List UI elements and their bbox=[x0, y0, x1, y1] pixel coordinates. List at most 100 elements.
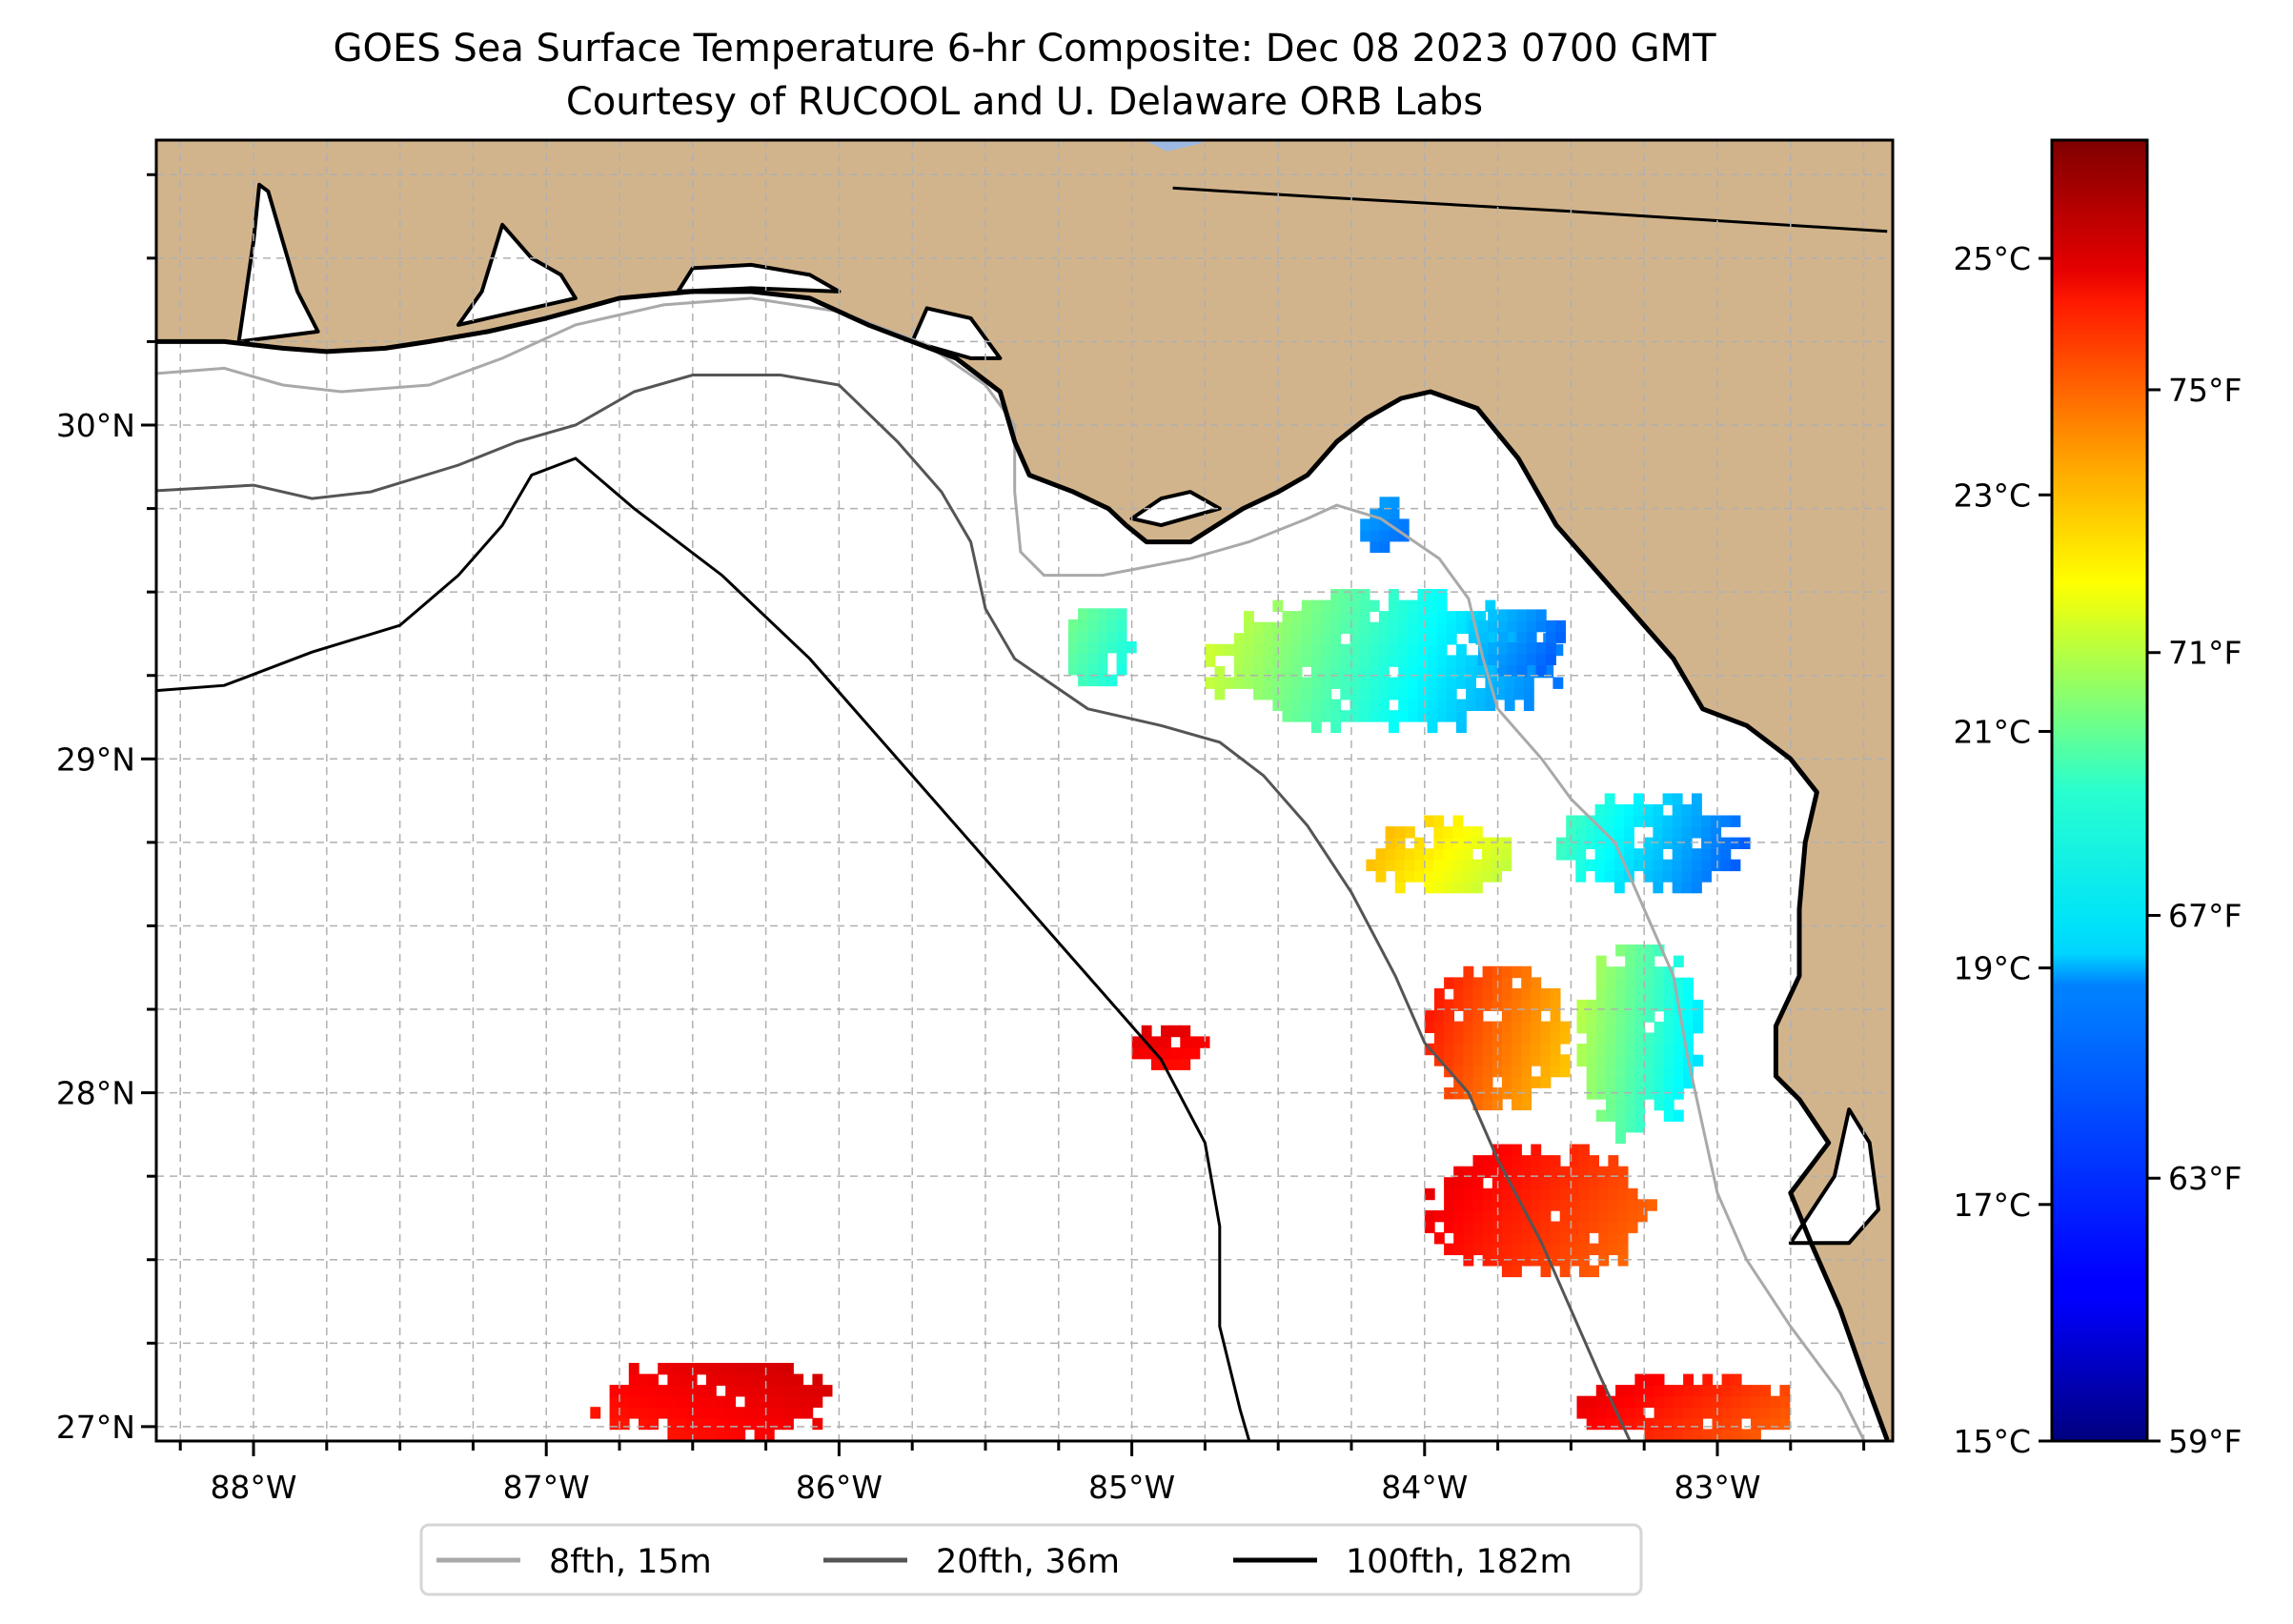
sst-pixel bbox=[1330, 611, 1342, 623]
sst-pixel bbox=[1244, 643, 1254, 657]
sst-pixel bbox=[1634, 1054, 1646, 1067]
sst-pixel bbox=[1692, 870, 1702, 883]
sst-pixel bbox=[1559, 1065, 1571, 1078]
sst-pixel bbox=[1625, 1407, 1636, 1419]
sst-pixel bbox=[1340, 677, 1351, 689]
sst-pixel bbox=[1627, 1199, 1638, 1211]
sst-pixel bbox=[1644, 1395, 1655, 1409]
sst-pixel bbox=[1512, 1032, 1522, 1045]
tampa-bay bbox=[1788, 1107, 1880, 1246]
sst-pixel bbox=[1310, 688, 1322, 700]
sst-pixel bbox=[1615, 1098, 1626, 1111]
sst-pixel bbox=[1576, 1054, 1588, 1067]
sst-pixel bbox=[1330, 633, 1342, 645]
sst-pixel bbox=[1501, 965, 1512, 979]
sst-pixel bbox=[1310, 633, 1322, 645]
contour-legend: 8fth, 15m 20fth, 36m 100fth, 182m bbox=[419, 1523, 1643, 1596]
sst-pixel bbox=[1472, 1032, 1484, 1045]
sst-pixel bbox=[1569, 1177, 1580, 1189]
sst-pixel bbox=[1625, 1395, 1636, 1409]
sst-pixel bbox=[1378, 633, 1390, 645]
sst-pixel bbox=[1463, 1021, 1474, 1033]
sst-pixel bbox=[1497, 619, 1509, 633]
isobath-20fth-line bbox=[156, 374, 1632, 1441]
sst-pixel bbox=[1579, 1199, 1590, 1211]
sst-pixel bbox=[1436, 677, 1448, 689]
sst-pixel bbox=[1436, 633, 1448, 645]
sst-pixel bbox=[1263, 688, 1274, 700]
sst-pixel bbox=[667, 1385, 679, 1397]
sst-pixel bbox=[1471, 881, 1483, 894]
sst-pixel bbox=[1625, 1054, 1636, 1067]
sst-pixel bbox=[725, 1407, 737, 1419]
sst-pixel bbox=[667, 1363, 679, 1375]
sst-pixel bbox=[1067, 641, 1079, 654]
sst-pixel bbox=[1606, 1098, 1616, 1111]
sst-pixel bbox=[1531, 1010, 1542, 1023]
sst-pixel bbox=[1349, 633, 1361, 645]
sst-pixel bbox=[1683, 1066, 1694, 1078]
sst-pixel bbox=[686, 1385, 698, 1397]
sst-pixel bbox=[1540, 1021, 1552, 1033]
sst-pixel bbox=[1594, 848, 1606, 861]
sst-pixel bbox=[648, 1395, 659, 1409]
sst-pixel bbox=[1586, 1044, 1597, 1056]
sst-pixel bbox=[1161, 1025, 1171, 1038]
sst-pixel bbox=[1463, 999, 1474, 1011]
sst-pixel bbox=[1424, 870, 1435, 883]
sst-pixel bbox=[1444, 1032, 1454, 1045]
sst-pixel bbox=[1398, 643, 1410, 657]
sst-pixel bbox=[793, 1373, 804, 1386]
colorbar-gradient bbox=[2050, 138, 2149, 1443]
sst-pixel bbox=[1521, 1087, 1532, 1100]
sst-pixel bbox=[1436, 643, 1448, 657]
sst-pixel bbox=[1516, 664, 1528, 677]
sst-pixel bbox=[1589, 1166, 1599, 1179]
sst-pixel bbox=[1654, 999, 1665, 1012]
sst-pixel bbox=[1556, 848, 1567, 861]
sst-pixel bbox=[1452, 870, 1464, 883]
sst-pixel bbox=[1654, 966, 1665, 979]
sst-pixel bbox=[1453, 1065, 1465, 1078]
sst-pixel bbox=[1116, 630, 1127, 642]
sst-pixel bbox=[1579, 1155, 1590, 1167]
sst-pixel bbox=[1512, 1144, 1522, 1156]
sst-pixel bbox=[1244, 621, 1254, 635]
sst-pixel bbox=[1482, 1098, 1493, 1110]
sst-pixel bbox=[1604, 803, 1615, 817]
sst-pixel bbox=[1683, 1032, 1694, 1045]
sst-pixel bbox=[1608, 1221, 1619, 1233]
sst-pixel bbox=[1625, 1385, 1636, 1397]
sst-pixel bbox=[1463, 1199, 1474, 1211]
sst-pixel bbox=[677, 1373, 688, 1386]
sst-pixel bbox=[763, 1407, 775, 1419]
sst-pixel bbox=[1378, 688, 1390, 700]
sst-pixel bbox=[1321, 665, 1331, 679]
sst-pixel bbox=[1730, 815, 1741, 827]
sst-pixel bbox=[1681, 803, 1693, 817]
sst-pixel bbox=[1359, 677, 1370, 689]
sst-pixel bbox=[1472, 1243, 1484, 1255]
sst-pixel bbox=[1253, 643, 1264, 657]
sst-pixel bbox=[1585, 815, 1596, 827]
sst-pixel bbox=[1472, 1166, 1484, 1179]
sst-pixel bbox=[1644, 1076, 1655, 1089]
sst-pixel bbox=[1550, 1010, 1561, 1023]
sst-pixel bbox=[686, 1373, 698, 1386]
sst-pixel bbox=[1701, 870, 1712, 883]
sst-pixel bbox=[1443, 859, 1454, 872]
sst-pixel bbox=[677, 1429, 688, 1441]
sst-pixel bbox=[1625, 988, 1636, 1001]
sst-pixel bbox=[1586, 999, 1597, 1012]
sst-pixel bbox=[1531, 988, 1542, 1001]
sst-pixel bbox=[1654, 1385, 1665, 1397]
sst-pixel bbox=[1617, 1188, 1629, 1201]
sst-pixel bbox=[773, 1417, 784, 1431]
sst-pixel bbox=[1436, 710, 1448, 722]
sst-pixel bbox=[648, 1373, 659, 1386]
sst-pixel bbox=[812, 1417, 823, 1431]
sst-pixel bbox=[1720, 837, 1732, 849]
sst-pixel bbox=[658, 1407, 669, 1419]
sst-pixel bbox=[1673, 1395, 1684, 1409]
sst-pixel bbox=[1180, 1025, 1191, 1038]
